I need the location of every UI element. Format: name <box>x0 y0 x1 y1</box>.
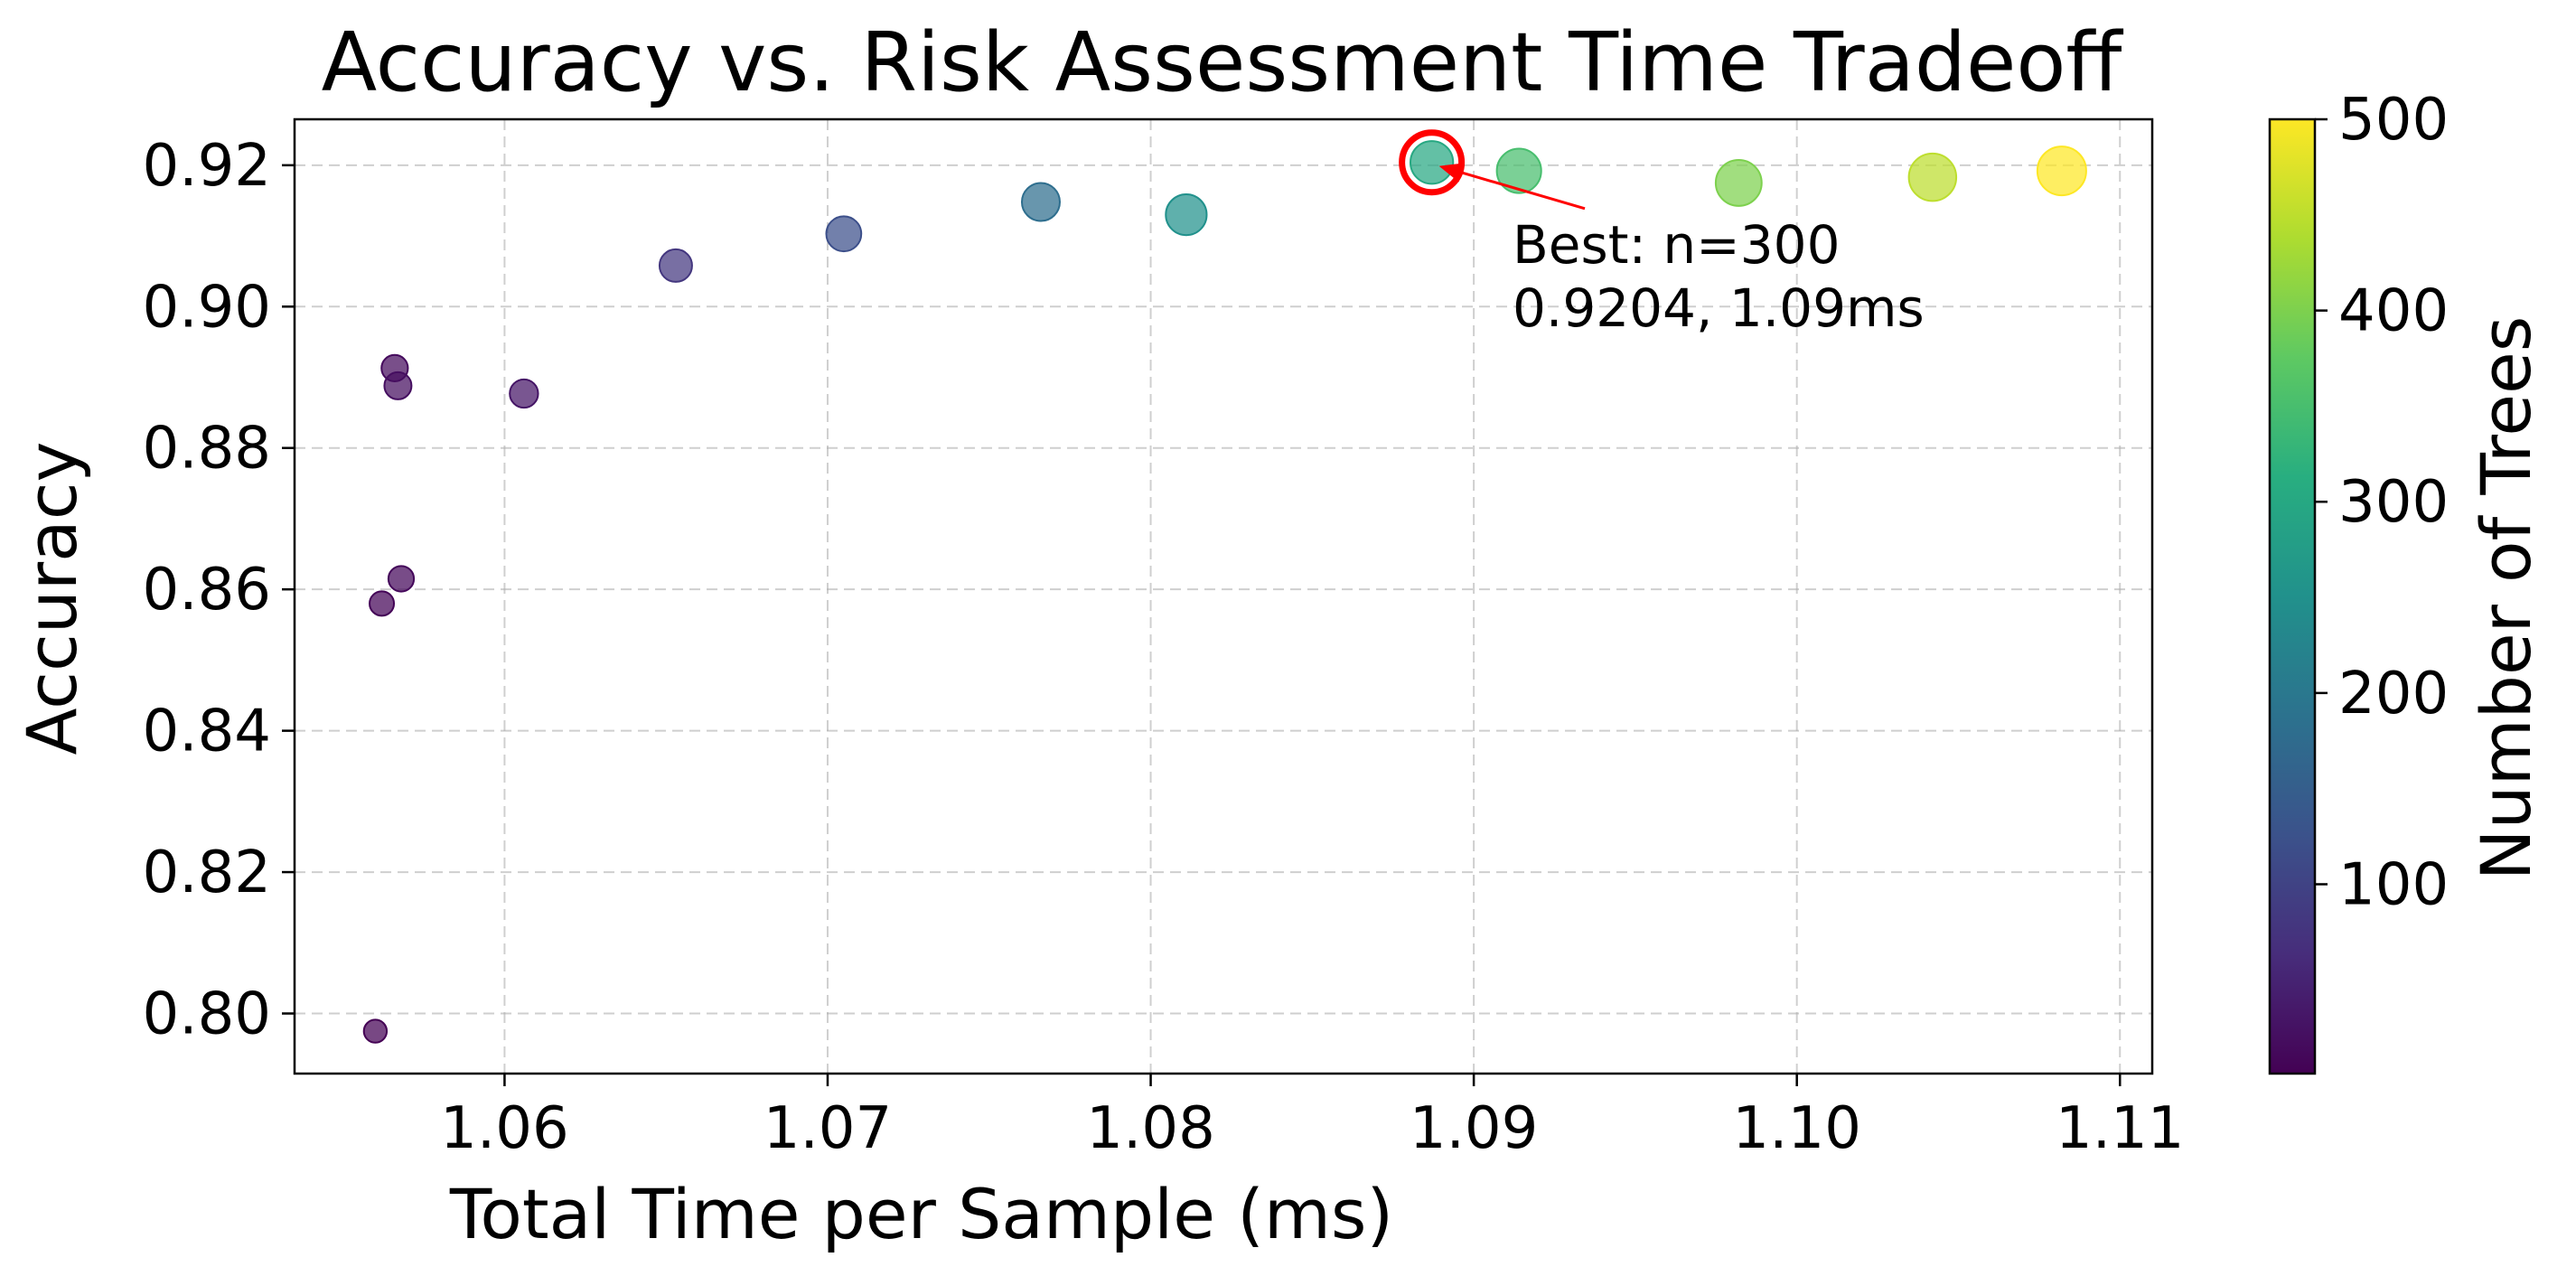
y-axis-label: Accuracy <box>12 442 92 755</box>
points-layer <box>362 129 2087 1044</box>
annotation-arrow-head <box>1438 163 1465 183</box>
scatter-point <box>369 590 396 617</box>
colorbar-tick-label: 500 <box>2338 87 2449 154</box>
x-tick-label: 1.07 <box>763 1095 893 1162</box>
scatter-point <box>387 565 416 593</box>
y-tick-label: 0.86 <box>143 557 272 624</box>
y-tick-label: 0.88 <box>143 416 272 483</box>
colorbar-gradient <box>2268 117 2317 1075</box>
x-tick-label: 1.06 <box>440 1095 569 1162</box>
colorbar-tick-label: 100 <box>2338 851 2449 918</box>
x-tick-label: 1.09 <box>1410 1095 1539 1162</box>
colorbar-ticks: 100 200 300 400 500 <box>2315 87 2449 918</box>
y-tick-label: 0.90 <box>143 274 272 341</box>
scatter-point <box>362 1018 389 1044</box>
best-point-highlight-ring <box>1399 129 1466 196</box>
scatter-point <box>1495 147 1542 194</box>
y-tick-label: 0.82 <box>143 840 272 906</box>
annotation-line-2: 0.9204, 1.09ms <box>1513 277 1925 339</box>
scatter-point <box>1714 158 1763 207</box>
chart-title: Accuracy vs. Risk Assessment Time Tradeo… <box>322 15 2124 110</box>
scatter-point <box>1020 182 1061 222</box>
scatter-point <box>383 371 413 400</box>
colorbar-label: Number of Trees <box>2466 316 2546 881</box>
grid-layer <box>295 119 2152 1074</box>
scatter-point <box>1907 152 1958 202</box>
scatter-point <box>658 248 693 283</box>
x-tick-label: 1.08 <box>1086 1095 1215 1162</box>
colorbar: 100 200 300 400 500 Number of Trees <box>2268 87 2546 1075</box>
ticks-layer: 1.06 1.07 1.08 1.09 1.10 1.11 0.80 0.82 0.84 0.86… <box>143 133 2185 1162</box>
scatter-point <box>1410 140 1455 185</box>
scatter-point <box>2036 145 2087 197</box>
x-tick-label: 1.11 <box>2056 1095 2185 1162</box>
plot-frame <box>293 117 2154 1075</box>
annotation-text: Best: n=300 0.9204, 1.09ms <box>1513 214 1925 339</box>
y-tick-label: 0.92 <box>143 133 272 200</box>
scatter-point <box>825 215 863 253</box>
colorbar-tick-label: 200 <box>2338 661 2449 727</box>
x-axis-label: Total Time per Sample (ms) <box>449 1174 1393 1254</box>
annotation-layer: Best: n=300 0.9204, 1.09ms <box>1438 163 1925 339</box>
x-tick-label: 1.10 <box>1732 1095 1861 1162</box>
annotation-arrow-line <box>1461 171 1586 211</box>
colorbar-tick-label: 400 <box>2338 278 2449 345</box>
annotation-line-1: Best: n=300 <box>1513 214 1840 276</box>
y-tick-label: 0.84 <box>143 699 272 765</box>
colorbar-tick-label: 300 <box>2338 469 2449 536</box>
y-tick-label: 0.80 <box>143 981 272 1048</box>
scatter-point <box>509 378 539 409</box>
scatter-point <box>1165 192 1208 237</box>
